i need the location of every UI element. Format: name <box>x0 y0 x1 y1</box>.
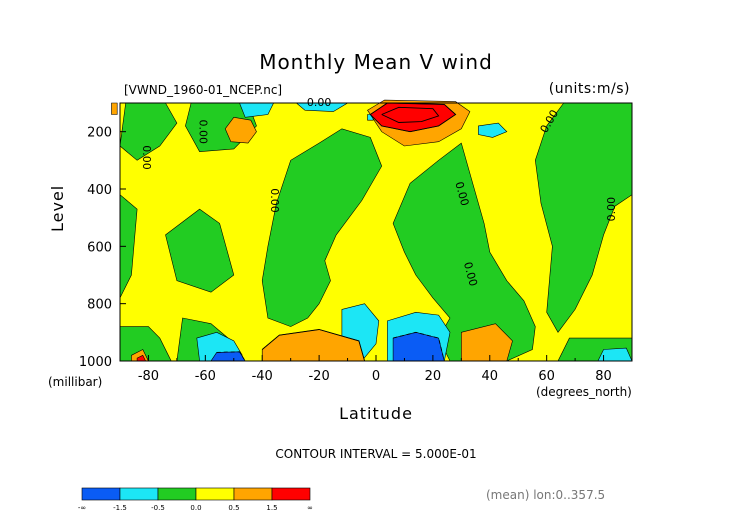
zero-contour-label: 0.00 <box>452 180 471 207</box>
x-tick-label: -40 <box>252 369 273 384</box>
colorbar-tick-label: 0.5 <box>228 504 239 512</box>
contour-line-2 <box>261 329 366 362</box>
field-region-4 <box>261 128 383 327</box>
contour-line-4 <box>216 351 246 362</box>
x-units-label: (degrees_north) <box>536 385 632 399</box>
axis-ticks: -80 -60 -40 -20 0 20 40 60 80 200 400 600 800 1000 <box>79 126 633 384</box>
zero-contour-label: 0.00 <box>268 188 281 213</box>
chart-title: Monthly Mean V wind <box>259 50 493 74</box>
colorbar-swatch <box>271 487 311 501</box>
field-region-24 <box>460 323 513 362</box>
field-region-14 <box>478 122 508 138</box>
y-units-label: (millibar) <box>48 375 103 389</box>
colorbar-tick-label: -1.5 <box>113 504 127 512</box>
field-region-3 <box>165 208 235 293</box>
colorbar-swatch <box>119 487 159 501</box>
field-region-6 <box>534 102 633 333</box>
plot-area <box>111 99 633 362</box>
colorbar-swatch <box>157 487 197 501</box>
colorbar-swatch <box>233 487 273 501</box>
contour-interval-label: CONTOUR INTERVAL = 5.000E-01 <box>275 447 477 461</box>
y-axis-label: Level <box>48 184 67 232</box>
x-tick-label: 40 <box>482 369 499 384</box>
field-region-21 <box>224 116 257 144</box>
field-region-17 <box>597 347 633 362</box>
x-tick-label: 0 <box>372 369 380 384</box>
colorbar-tick-label: 1.5 <box>266 504 277 512</box>
x-tick-label: -60 <box>195 369 216 384</box>
dataset-label: [VWND_1960-01_NCEP.nc] <box>124 83 283 97</box>
footer-label: (mean) lon:0..357.5 <box>486 488 606 502</box>
colorbar-swatch <box>81 487 121 501</box>
y-tick-label: 600 <box>87 240 112 255</box>
y-tick-label: 800 <box>87 298 112 313</box>
zero-contour-label: 0.00 <box>197 119 210 144</box>
contour-line-3 <box>392 331 445 362</box>
units-label: (units:m/s) <box>548 81 630 97</box>
y-tick-label: 1000 <box>79 355 112 370</box>
field-region-20 <box>111 102 118 115</box>
field-regions <box>111 99 633 362</box>
y-tick-label: 400 <box>87 183 112 198</box>
x-tick-label: 60 <box>538 369 555 384</box>
x-tick-label: 80 <box>595 369 612 384</box>
colorbar-swatch <box>195 487 235 501</box>
colorbar: -∞ -1.5 -0.5 0.0 0.5 1.5 ∞ <box>78 487 313 512</box>
contour-lines <box>216 102 457 362</box>
zero-contour-label: 0.00 <box>140 145 153 170</box>
y-tick-label: 200 <box>87 126 112 141</box>
x-tick-label: 20 <box>425 369 442 384</box>
x-tick-label: -20 <box>308 369 329 384</box>
colorbar-tick-label: 0.0 <box>190 504 201 512</box>
zero-contour-label: 0.00 <box>461 261 480 288</box>
colorbar-tick-label: -0.5 <box>151 504 165 512</box>
colorbar-tick-label: -∞ <box>78 504 86 512</box>
x-tick-label: -80 <box>138 369 159 384</box>
contour-line-1 <box>381 106 440 123</box>
x-axis-label: Latitude <box>339 404 413 423</box>
colorbar-tick-label: ∞ <box>307 504 313 512</box>
zero-contour-label: 0.00 <box>605 197 618 222</box>
zero-contour-label: 0.00 <box>307 96 332 109</box>
